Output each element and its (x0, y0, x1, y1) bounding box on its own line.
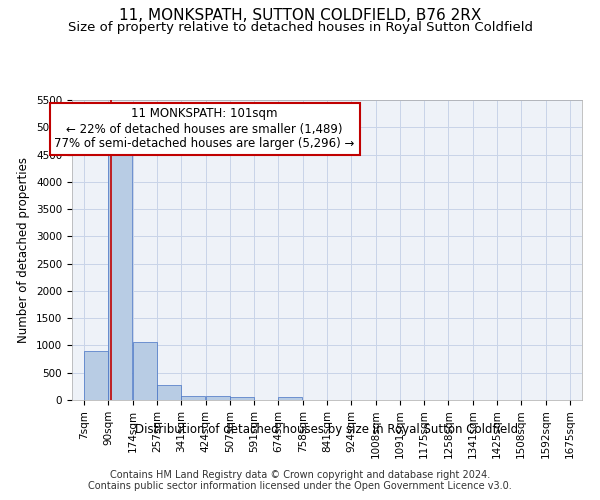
Bar (206, 396, 230, 400)
Text: Size of property relative to detached houses in Royal Sutton Coldfield: Size of property relative to detached ho… (67, 21, 533, 34)
Text: Contains public sector information licensed under the Open Government Licence v3: Contains public sector information licen… (88, 481, 512, 491)
Text: 11, MONKSPATH, SUTTON COLDFIELD, B76 2RX: 11, MONKSPATH, SUTTON COLDFIELD, B76 2RX (119, 8, 481, 22)
Text: Contains HM Land Registry data © Crown copyright and database right 2024.: Contains HM Land Registry data © Crown c… (110, 470, 490, 480)
Bar (109, 152, 133, 400)
Bar (84, 351, 108, 400)
Bar (278, 397, 302, 400)
Bar (133, 342, 157, 400)
Text: Distribution of detached houses by size in Royal Sutton Coldfield: Distribution of detached houses by size … (136, 422, 518, 436)
Bar (230, 397, 254, 400)
Text: 11 MONKSPATH: 101sqm
← 22% of detached houses are smaller (1,489)
77% of semi-de: 11 MONKSPATH: 101sqm ← 22% of detached h… (55, 108, 355, 150)
Y-axis label: Number of detached properties: Number of detached properties (17, 157, 31, 343)
Bar (157, 384, 181, 400)
Bar (181, 396, 205, 400)
